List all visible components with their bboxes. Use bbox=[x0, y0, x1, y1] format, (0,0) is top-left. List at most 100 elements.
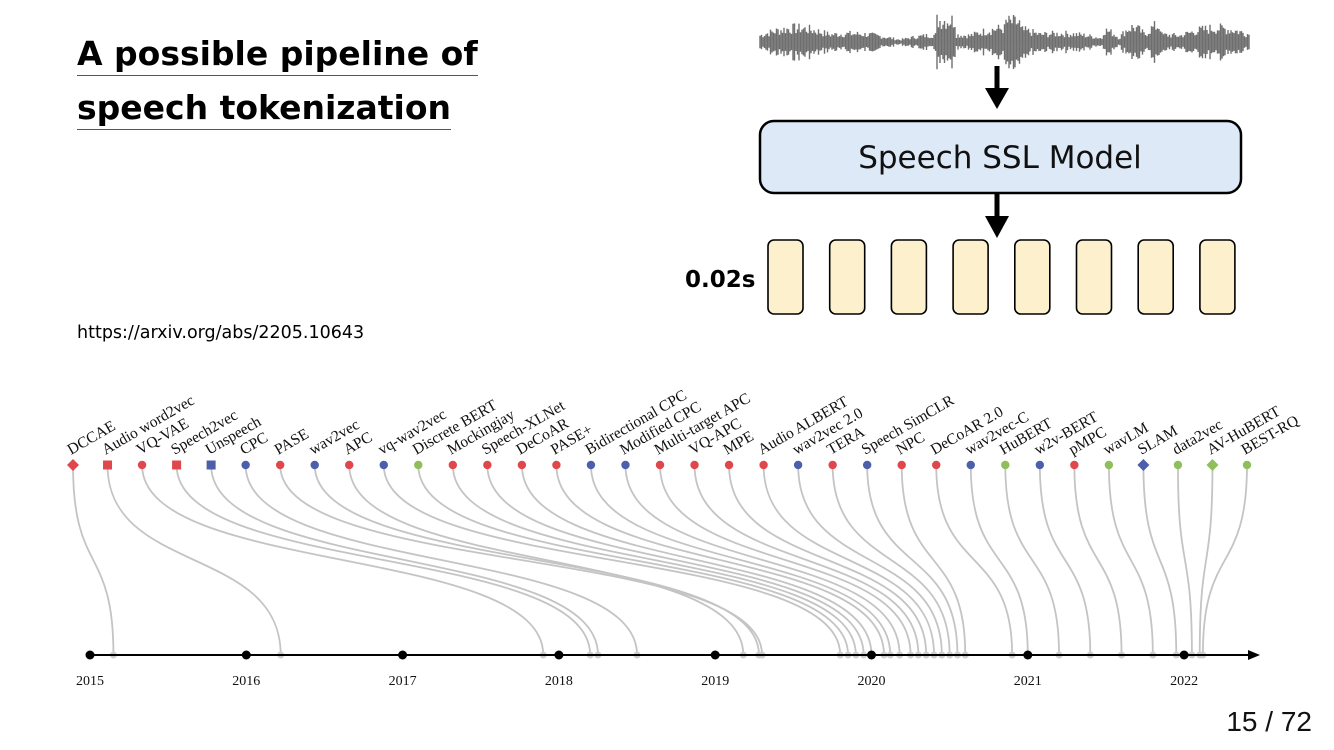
model-marker bbox=[517, 460, 527, 470]
timeline-curve bbox=[279, 464, 763, 656]
timeline-curve bbox=[520, 464, 873, 656]
model-marker bbox=[1206, 459, 1219, 471]
timeline-curve bbox=[659, 464, 912, 656]
axis-arrow-icon bbox=[1248, 650, 1260, 660]
timeline-curve bbox=[555, 464, 885, 656]
timeline-curve bbox=[590, 464, 892, 656]
reference-url: https://arxiv.org/abs/2205.10643 bbox=[77, 323, 365, 343]
year-label: 2018 bbox=[545, 674, 573, 689]
year-tick bbox=[867, 650, 876, 660]
timeline-curve bbox=[141, 464, 545, 656]
timeline-curve bbox=[1038, 464, 1092, 656]
year-label: 2015 bbox=[76, 674, 104, 689]
token-frame bbox=[1199, 239, 1236, 315]
title-text-2: speech tokenization bbox=[77, 88, 451, 130]
model-marker bbox=[897, 460, 906, 470]
ssl-model-timeline: 2015 2016 2017 2018 2019 2020 2021 2022 DCCAEAu… bbox=[65, 387, 1302, 689]
arrow-down-icon bbox=[985, 66, 1009, 109]
model-marker bbox=[275, 460, 285, 470]
timeline-curve bbox=[451, 464, 857, 656]
timeline-curve bbox=[1142, 464, 1178, 656]
timeline-curve bbox=[72, 464, 115, 656]
timeline-curve bbox=[728, 464, 928, 656]
model-marker bbox=[103, 460, 113, 470]
year-tick bbox=[554, 650, 564, 660]
year-tick bbox=[85, 650, 95, 660]
model-marker bbox=[379, 460, 388, 470]
arrow-down-icon bbox=[985, 193, 1009, 238]
timeline-curve bbox=[969, 464, 1029, 656]
year-label: 2019 bbox=[701, 674, 729, 689]
year-tick bbox=[1023, 650, 1033, 660]
year-label: 2017 bbox=[389, 674, 417, 689]
timeline-curve bbox=[693, 464, 920, 656]
model-marker bbox=[966, 460, 975, 470]
model-marker bbox=[621, 460, 630, 470]
timeline-curve bbox=[106, 464, 282, 656]
year-label: 2020 bbox=[858, 674, 886, 689]
model-marker bbox=[552, 460, 561, 470]
model-marker bbox=[655, 460, 665, 470]
model-marker bbox=[345, 460, 354, 470]
timeline-curve bbox=[1107, 464, 1154, 656]
model-marker bbox=[759, 460, 768, 470]
model-marker bbox=[932, 460, 941, 470]
model-marker bbox=[206, 460, 216, 470]
year-tick bbox=[710, 650, 720, 660]
year-label: 2022 bbox=[1170, 674, 1198, 689]
token-frame bbox=[952, 239, 989, 315]
timeline-curve bbox=[175, 464, 592, 656]
timeline-curve bbox=[348, 464, 745, 656]
timeline-curve bbox=[762, 464, 935, 656]
token-frame bbox=[890, 239, 928, 315]
ssl-model-label: Speech SSL Model bbox=[858, 140, 1142, 176]
model-marker bbox=[862, 460, 872, 470]
token-sequence bbox=[767, 239, 1236, 315]
model-marker bbox=[1035, 460, 1045, 470]
model-marker bbox=[1173, 460, 1183, 470]
timeline-curve bbox=[1177, 464, 1193, 656]
timeline-curve bbox=[1073, 464, 1123, 656]
model-marker bbox=[690, 460, 699, 470]
ssl-model-box: Speech SSL Model bbox=[758, 119, 1243, 195]
model-marker bbox=[483, 460, 492, 470]
model-marker bbox=[67, 459, 79, 471]
waveform-icon bbox=[759, 14, 1250, 70]
model-marker bbox=[793, 460, 803, 470]
token-frame bbox=[767, 239, 804, 315]
model-marker bbox=[310, 460, 319, 470]
timeline-curve bbox=[900, 464, 967, 656]
model-marker bbox=[1242, 460, 1252, 470]
slide-title-line-2: speech tokenization bbox=[77, 88, 451, 130]
model-marker bbox=[137, 460, 147, 470]
timeline-curve bbox=[244, 464, 638, 656]
year-tick bbox=[241, 650, 251, 660]
timeline-curve bbox=[1004, 464, 1060, 656]
pipeline-diagram: Speech SSL Model 0.02s bbox=[685, 14, 1250, 315]
slide-title-line-1: A possible pipeline of bbox=[77, 34, 478, 76]
token-frame bbox=[1137, 239, 1174, 315]
timeline-curve bbox=[831, 464, 951, 656]
token-frame bbox=[1075, 239, 1113, 315]
model-marker bbox=[172, 460, 182, 470]
model-marker bbox=[828, 460, 837, 470]
timeline-curve bbox=[866, 464, 959, 656]
year-tick bbox=[1179, 650, 1189, 660]
timeline-curve bbox=[1201, 464, 1248, 656]
model-marker bbox=[241, 460, 250, 470]
model-marker bbox=[414, 460, 423, 470]
frame-duration-label: 0.02s bbox=[685, 267, 755, 293]
timeline-curve bbox=[417, 464, 849, 656]
model-marker bbox=[586, 460, 596, 470]
timeline-curve bbox=[210, 464, 599, 656]
timeline-curve bbox=[382, 464, 842, 656]
year-tick bbox=[398, 650, 408, 660]
timeline-curve bbox=[313, 464, 760, 656]
title-text-1: A possible pipeline of bbox=[77, 34, 478, 76]
timeline-curve bbox=[797, 464, 943, 656]
model-marker bbox=[1070, 460, 1079, 470]
model-marker bbox=[1001, 460, 1010, 470]
timeline-curve bbox=[935, 464, 1014, 656]
timeline-curve bbox=[624, 464, 901, 656]
year-label: 2021 bbox=[1014, 674, 1042, 689]
